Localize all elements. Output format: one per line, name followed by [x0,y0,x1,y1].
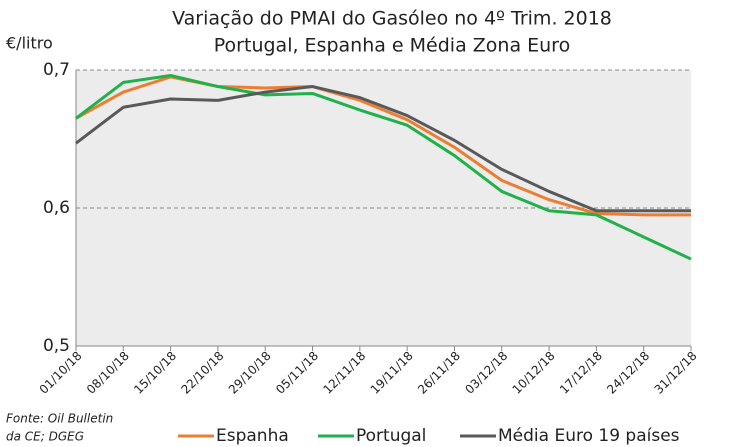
source-note: da CE; DGEG [6,430,84,444]
y-tick-label: 0,6 [43,198,70,218]
x-tick-label: 10/12/18 [510,349,558,397]
x-tick-label: 19/11/18 [368,349,416,397]
x-tick-label: 22/10/18 [179,349,227,397]
legend-label: Portugal [356,426,426,446]
x-tick-label: 05/11/18 [273,349,321,397]
x-tick-label: 26/11/18 [415,349,463,397]
series-line [75,85,691,213]
x-tick-label: 15/10/18 [131,349,179,397]
chart-subtitle: Portugal, Espanha e Média Zona Euro [214,35,570,57]
x-tick-label: 03/12/18 [462,349,510,397]
x-tick-label: 31/12/18 [652,349,700,397]
x-tick-label: 12/11/18 [320,349,368,397]
legend-label: Média Euro 19 países [498,426,680,446]
legend-label: Espanha [216,426,289,446]
source-note: Fonte: Oil Bulletin [6,412,113,426]
x-tick-label: 08/10/18 [84,349,132,397]
y-tick-label: 0,5 [43,336,70,356]
series-line [75,74,692,261]
x-tick-label: 17/12/18 [557,349,605,397]
x-tick-label: 29/10/18 [226,349,274,397]
y-tick-label: 0,7 [43,60,70,80]
y-axis-label: €/litro [6,34,53,53]
chart-title: Variação do PMAI do Gasóleo no 4º Trim. … [172,8,612,30]
x-tick-label: 24/12/18 [604,349,652,397]
